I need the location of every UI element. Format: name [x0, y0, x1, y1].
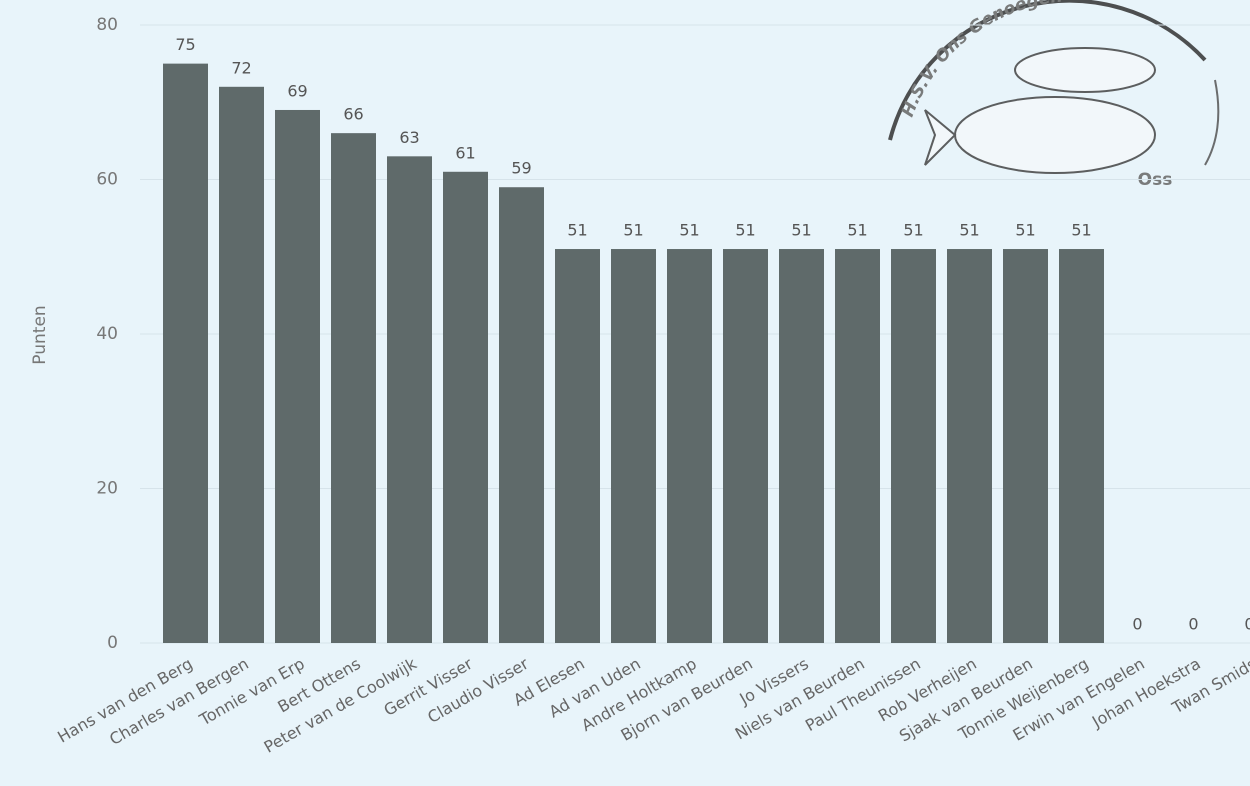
y-tick-label: 20	[96, 479, 118, 499]
bar	[499, 187, 544, 643]
value-label: 51	[847, 221, 867, 240]
bar	[891, 249, 936, 643]
logo-tail	[925, 110, 955, 165]
value-label: 0	[1132, 615, 1142, 634]
bar	[723, 249, 768, 643]
bar	[1059, 249, 1104, 643]
value-label: 51	[903, 221, 923, 240]
bar	[947, 249, 992, 643]
y-tick-label: 80	[96, 15, 118, 35]
y-axis-title: Punten	[30, 305, 50, 364]
logo-line	[1205, 80, 1218, 165]
value-label: 0	[1244, 615, 1250, 634]
bar	[611, 249, 656, 643]
logo: H.S.V. Ons Genoegen Oss	[890, 0, 1218, 190]
value-label: 51	[679, 221, 699, 240]
value-label: 69	[287, 81, 307, 100]
y-tick-label: 60	[96, 170, 118, 190]
value-label: 51	[959, 221, 979, 240]
page: {"chart_data": {"type": "bar", "y_label"…	[0, 0, 1250, 786]
bar	[667, 249, 712, 643]
value-label: 51	[735, 221, 755, 240]
value-label: 72	[231, 58, 251, 77]
value-label: 0	[1188, 615, 1198, 634]
bar	[555, 249, 600, 643]
bar	[1003, 249, 1048, 643]
value-label: 51	[567, 221, 587, 240]
bar	[387, 156, 432, 643]
value-label: 61	[455, 143, 475, 162]
bar	[219, 87, 264, 643]
bar	[443, 172, 488, 643]
bar	[779, 249, 824, 643]
value-label: 66	[343, 105, 363, 124]
bar	[331, 133, 376, 643]
value-label: 51	[1071, 221, 1091, 240]
y-tick-label: 0	[107, 633, 118, 653]
value-label: 59	[511, 159, 531, 178]
value-label: 63	[399, 128, 419, 147]
value-label: 75	[175, 35, 195, 54]
bar	[835, 249, 880, 643]
logo-fish	[955, 97, 1155, 173]
chart: H.S.V. Ons Genoegen Oss Punten 0 20 40 60 80…	[0, 0, 1250, 786]
value-label: 51	[1015, 221, 1035, 240]
value-label: 51	[623, 221, 643, 240]
bar	[163, 64, 208, 643]
bar	[275, 110, 320, 643]
logo-fish	[1015, 48, 1155, 92]
value-label: 51	[791, 221, 811, 240]
y-tick-label: 40	[96, 324, 118, 344]
